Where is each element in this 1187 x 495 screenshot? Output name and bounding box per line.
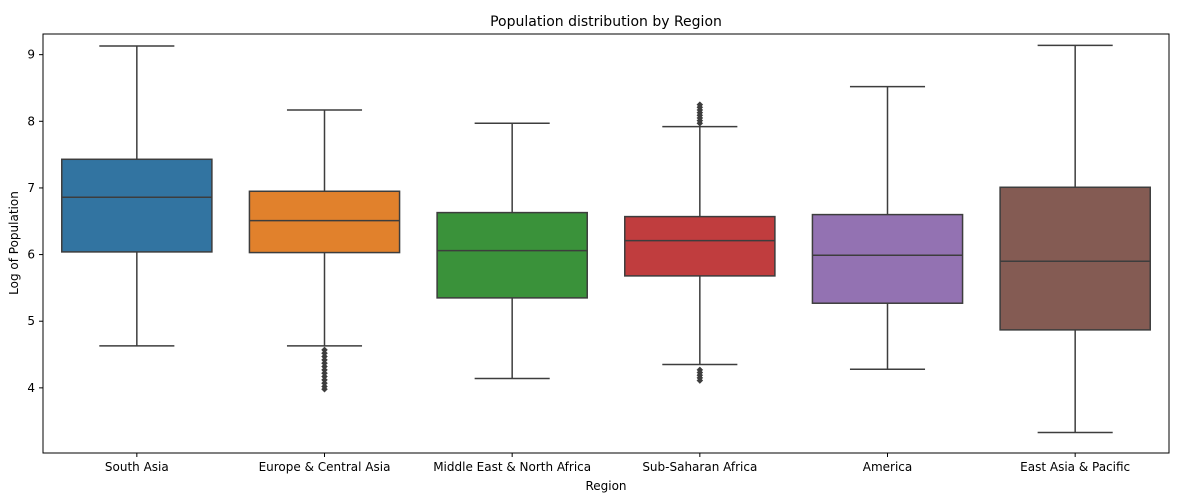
y-axis-label: Log of Population: [7, 191, 21, 295]
outlier-point-sub-saharan-africa: [696, 119, 704, 127]
plot-frame: [42, 33, 1170, 454]
x-tick-label-america: America: [863, 460, 913, 474]
outlier-point-sub-saharan-africa: [696, 377, 704, 384]
box-europe-central-asia: [248, 190, 401, 254]
plot-area: South Asia Europe & Central Asia Middle Ea…: [27, 33, 1170, 474]
x-axis-label: Region: [585, 479, 626, 493]
box-sub-saharan-africa: [624, 215, 776, 277]
x-tick-label-east-asia-pacific: East Asia & Pacific: [1020, 460, 1130, 474]
y-tick-label-5: 5: [27, 314, 35, 328]
x-tick-label-europe-central-asia: Europe & Central Asia: [259, 460, 391, 474]
x-tick-label-south-asia: South Asia: [105, 460, 169, 474]
y-tick-label-6: 6: [27, 248, 35, 262]
x-tick-label-middle-east-north-africa: Middle East & North Africa: [433, 460, 591, 474]
box-middle-east-north-africa: [436, 211, 588, 299]
box-east-asia-pacific: [999, 186, 1151, 331]
y-tick-label-7: 7: [27, 181, 35, 195]
box-america: [811, 213, 964, 304]
box-south-asia: [61, 158, 213, 253]
y-tick-label-8: 8: [27, 114, 35, 128]
y-tick-label-4: 4: [27, 381, 35, 395]
chart-title: Population distribution by Region: [490, 14, 722, 30]
x-tick-label-sub-saharan-africa: Sub-Saharan Africa: [642, 460, 757, 474]
y-tick-label-9: 9: [27, 48, 35, 62]
outlier-point-europe-central-asia: [321, 385, 328, 393]
